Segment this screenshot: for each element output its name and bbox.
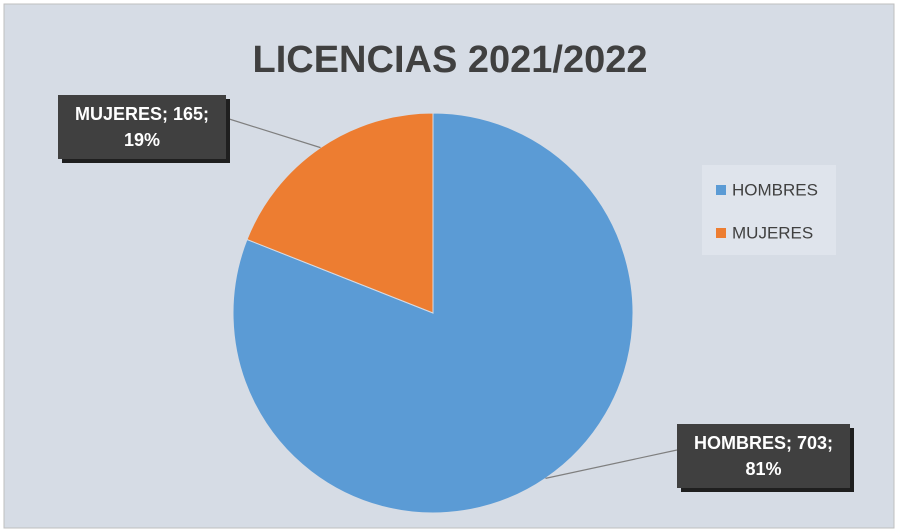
legend-swatch — [716, 185, 726, 195]
legend-box — [702, 165, 836, 255]
legend-label: MUJERES — [732, 223, 813, 242]
leader-line — [545, 449, 678, 479]
legend-swatch — [716, 228, 726, 238]
leader-line — [225, 117, 321, 149]
data-label: MUJERES; 165; 19% — [58, 95, 226, 159]
chart-title: LICENCIAS 2021/2022 — [253, 39, 648, 81]
data-label: HOMBRES; 703; 81% — [677, 424, 850, 488]
legend-label: HOMBRES — [732, 180, 818, 199]
pie-slice — [246, 112, 434, 314]
